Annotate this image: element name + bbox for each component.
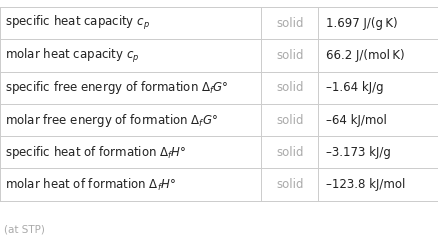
Text: specific heat capacity $c_p$: specific heat capacity $c_p$ [5, 14, 150, 32]
Text: specific free energy of formation $\Delta_f G°$: specific free energy of formation $\Delt… [5, 79, 228, 96]
Text: –64 kJ/mol: –64 kJ/mol [325, 114, 386, 127]
Text: solid: solid [276, 114, 303, 127]
Text: solid: solid [276, 178, 303, 191]
Text: –3.173 kJ/g: –3.173 kJ/g [325, 146, 390, 159]
Text: solid: solid [276, 146, 303, 159]
Text: molar heat of formation $\Delta_f H°$: molar heat of formation $\Delta_f H°$ [5, 177, 176, 193]
Text: specific heat of formation $\Delta_f H°$: specific heat of formation $\Delta_f H°$ [5, 144, 186, 161]
Text: solid: solid [276, 17, 303, 30]
Text: molar free energy of formation $\Delta_f G°$: molar free energy of formation $\Delta_f… [5, 112, 218, 129]
Text: solid: solid [276, 49, 303, 62]
Text: 1.697 J/(g K): 1.697 J/(g K) [325, 17, 397, 30]
Text: –123.8 kJ/mol: –123.8 kJ/mol [325, 178, 405, 191]
Text: molar heat capacity $c_p$: molar heat capacity $c_p$ [5, 47, 139, 65]
Text: (at STP): (at STP) [4, 224, 44, 234]
Text: solid: solid [276, 81, 303, 94]
Text: 66.2 J/(mol K): 66.2 J/(mol K) [325, 49, 404, 62]
Text: –1.64 kJ/g: –1.64 kJ/g [325, 81, 383, 94]
